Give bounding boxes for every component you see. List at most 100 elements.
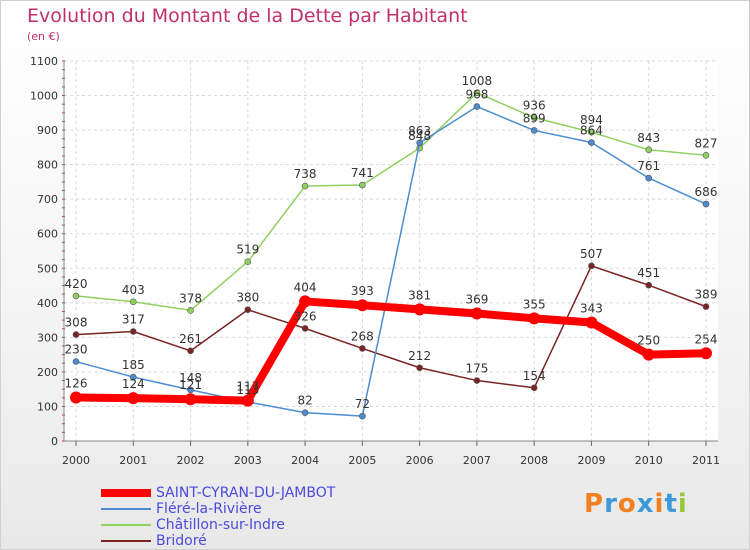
x-tick-label: 2010 (635, 454, 663, 467)
data-label: 261 (179, 332, 202, 346)
logo-letter: o (617, 489, 637, 519)
data-point (70, 391, 82, 404)
data-point (356, 299, 369, 312)
data-label: 175 (465, 362, 488, 376)
axes: 0 100 200 300 400 500 600 700 800 900 1000 1100 2000… (30, 55, 720, 467)
data-label: 761 (637, 159, 660, 173)
data-label: 899 (523, 111, 546, 125)
x-tick-label: 2000 (62, 454, 90, 467)
data-point (416, 364, 423, 372)
chart-title: Evolution du Montant de la Dette par Hab… (27, 5, 468, 27)
data-label: 451 (637, 266, 660, 280)
data-label: 254 (695, 332, 718, 346)
data-point (530, 384, 538, 392)
legend-label: Fléré-la-Rivière (156, 501, 262, 517)
x-tick-label: 2009 (577, 454, 605, 467)
data-point (184, 393, 197, 406)
data-label: 741 (351, 166, 374, 180)
y-tick-label: 400 (37, 297, 58, 310)
x-tick-label: 2011 (692, 454, 720, 467)
logo-letter: i (654, 489, 665, 519)
data-label: 212 (408, 349, 431, 363)
data-point (187, 386, 194, 394)
logo-letter: x (636, 489, 655, 519)
legend-swatch (101, 489, 151, 497)
data-point (72, 358, 80, 365)
legend-label: Châtillon-sur-Indre (156, 517, 285, 533)
data-label: 827 (695, 136, 718, 150)
data-labels: 126 124 121 117 404 393 381 369 355 343 250 254 230 1… (65, 74, 718, 411)
logo-letter: P (584, 489, 605, 519)
data-point (72, 331, 80, 338)
data-point (359, 412, 366, 420)
data-point (299, 295, 312, 308)
data-label: 154 (523, 369, 546, 383)
data-point (585, 316, 598, 329)
data-point (702, 152, 710, 159)
data-point (187, 347, 194, 355)
data-label: 936 (523, 99, 546, 113)
data-label: 326 (294, 309, 317, 323)
data-label: 148 (179, 371, 202, 385)
series-lines (70, 89, 712, 420)
data-label: 317 (122, 312, 145, 326)
data-point (588, 262, 595, 270)
data-label: 355 (523, 297, 546, 311)
data-label: 686 (695, 185, 718, 199)
data-point (301, 182, 309, 190)
data-label: 381 (408, 288, 431, 302)
data-point (359, 181, 366, 189)
data-point (187, 307, 194, 314)
data-label: 230 (65, 343, 88, 357)
data-point (359, 345, 366, 352)
x-tick-label: 2004 (291, 454, 319, 467)
data-point (642, 348, 655, 361)
x-tick-label: 2008 (520, 454, 548, 467)
data-point (700, 347, 712, 360)
data-label: 185 (122, 358, 145, 372)
x-tick-label: 2002 (177, 454, 205, 467)
data-point (301, 409, 309, 416)
x-tick-label: 2006 (406, 454, 434, 467)
data-label: 507 (580, 247, 603, 261)
data-point (588, 128, 595, 136)
y-tick-label: 600 (37, 228, 58, 241)
data-point (645, 174, 653, 182)
data-point (244, 258, 252, 266)
data-label: 72 (355, 397, 370, 411)
data-point (413, 303, 426, 316)
data-label: 113 (236, 383, 259, 397)
chart-unit: (en €) (27, 30, 60, 43)
data-label: 117 (236, 380, 259, 394)
data-label: 393 (351, 284, 374, 298)
data-label: 863 (408, 124, 431, 138)
data-label: 843 (637, 131, 660, 145)
series-line-0 (72, 297, 710, 405)
x-tick-label: 2003 (234, 454, 262, 467)
logo-letter: t (664, 489, 678, 519)
data-point (244, 306, 252, 314)
data-label: 124 (122, 377, 145, 391)
data-point (530, 127, 538, 134)
data-label: 250 (637, 334, 660, 348)
logo-letter: r (604, 489, 618, 519)
data-point (473, 377, 481, 384)
data-point (530, 114, 538, 121)
data-point (241, 394, 254, 407)
y-tick-label: 800 (37, 159, 58, 172)
plot-area (64, 61, 718, 441)
y-tick-label: 100 (37, 400, 58, 413)
data-point (702, 200, 710, 208)
data-point (127, 392, 140, 405)
y-tick-label: 700 (37, 193, 58, 206)
data-label: 864 (580, 124, 603, 138)
data-label: 738 (294, 167, 317, 181)
data-label: 378 (179, 291, 202, 305)
data-label: 268 (351, 329, 374, 343)
data-point (588, 139, 595, 146)
series-line-2 (75, 92, 707, 312)
data-label: 121 (179, 378, 202, 392)
series-line-1 (75, 105, 707, 417)
